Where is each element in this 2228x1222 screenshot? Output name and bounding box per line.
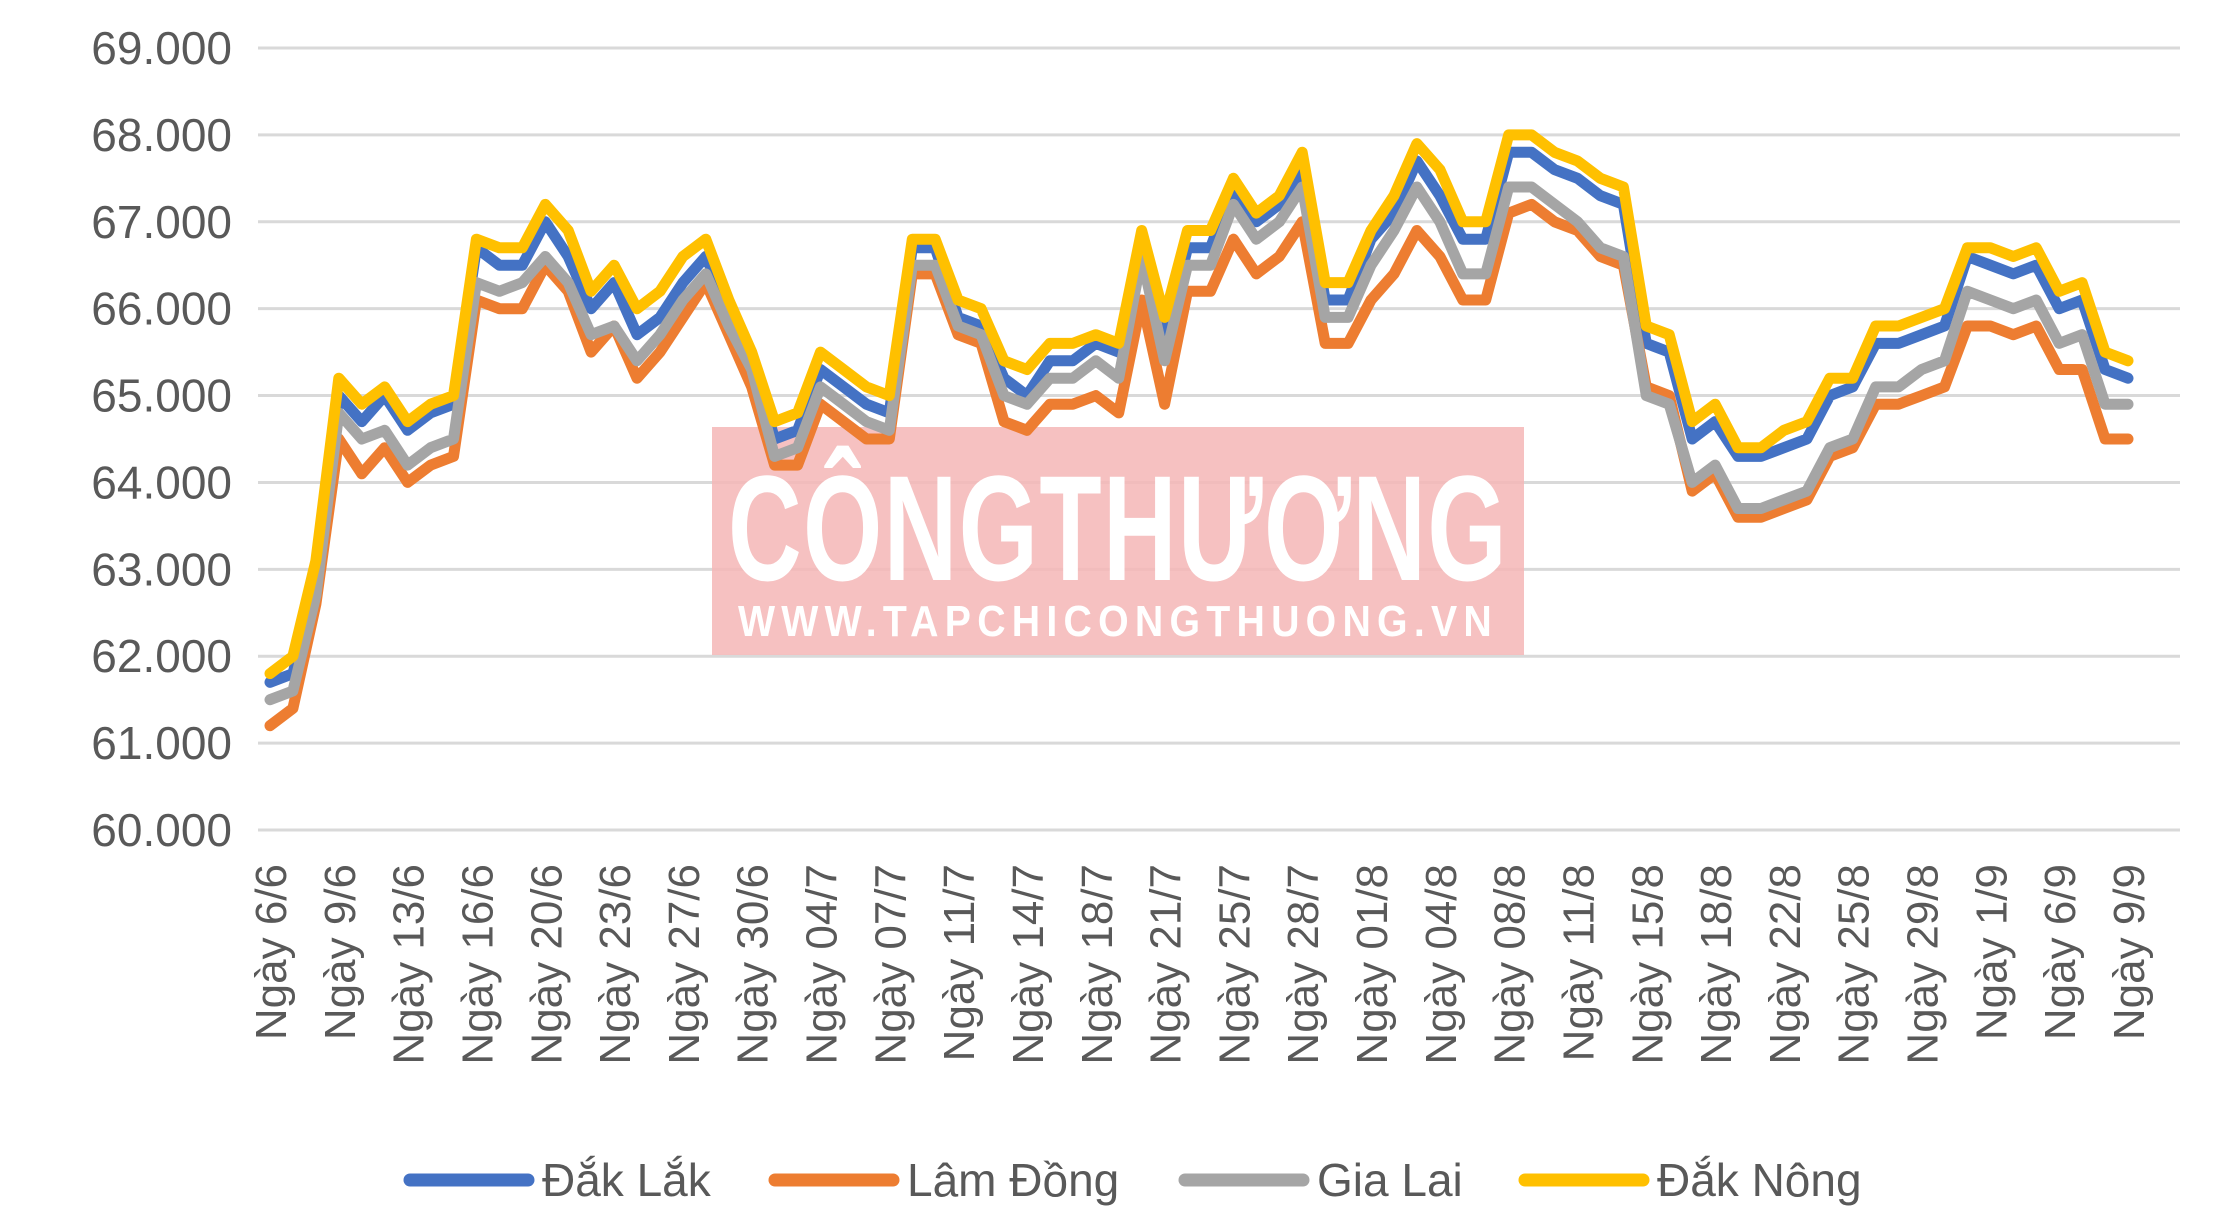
series-line <box>264 129 2134 680</box>
x-tick-label: Ngày 30/6 <box>729 864 778 1065</box>
x-tick-label: Ngày 27/6 <box>660 864 709 1065</box>
x-tick-label: Ngày 01/8 <box>1348 864 1397 1065</box>
x-tick-label: Ngày 1/9 <box>1967 864 2016 1040</box>
y-tick-label: 68.000 <box>91 109 232 161</box>
x-tick-label: Ngày 07/7 <box>866 864 915 1065</box>
x-tick-label: Ngày 04/7 <box>798 864 847 1065</box>
x-tick-label: Ngày 04/8 <box>1417 864 1466 1065</box>
watermark-url: WWW.TAPCHICONGTHUONG.VN <box>738 597 1498 646</box>
y-tick-label: 62.000 <box>91 630 232 682</box>
x-tick-label: Ngày 25/7 <box>1210 864 1259 1065</box>
x-tick-label: Ngày 9/9 <box>2105 864 2154 1040</box>
x-tick-label: Ngày 6/6 <box>247 864 296 1040</box>
y-tick-label: 67.000 <box>91 196 232 248</box>
x-tick-label: Ngày 13/6 <box>385 864 434 1065</box>
x-tick-label: Ngày 29/8 <box>1899 864 1948 1065</box>
y-tick-label: 65.000 <box>91 370 232 422</box>
series-lines <box>264 129 2134 732</box>
series-line <box>264 146 2134 688</box>
series-line <box>264 181 2134 706</box>
y-tick-label: 64.000 <box>91 456 232 508</box>
watermark-logo: CÔNGTHƯƠNG WWW.TAPCHICONGTHUONG.VN <box>712 427 1524 655</box>
x-tick-label: Ngày 18/7 <box>1073 864 1122 1065</box>
watermark-title: CÔNGTHƯƠNG <box>728 444 1508 612</box>
x-tick-label: Ngày 25/8 <box>1830 864 1879 1065</box>
x-tick-label: Ngày 9/6 <box>316 864 365 1040</box>
y-tick-label: 60.000 <box>91 804 232 856</box>
x-axis-tick-labels: Ngày 6/6 Ngày 9/6 Ngày 13/6 Ngày 16/6 Ngày 2… <box>247 864 2154 1065</box>
watermark-background <box>712 427 1524 655</box>
legend-label: Đắk Lắk <box>542 1154 712 1206</box>
y-axis-tick-labels: 60.000 61.000 62.000 63.000 64.000 65.000 66.0… <box>91 22 232 856</box>
y-tick-label: 66.000 <box>91 283 232 335</box>
y-tick-label: 69.000 <box>91 22 232 74</box>
x-tick-label: Ngày 08/8 <box>1486 864 1535 1065</box>
x-tick-label: Ngày 23/6 <box>591 864 640 1065</box>
x-tick-label: Ngày 28/7 <box>1279 864 1328 1065</box>
legend-label: Đắk Nông <box>1657 1154 1862 1206</box>
y-tick-label: 63.000 <box>91 543 232 595</box>
x-tick-label: Ngày 11/8 <box>1554 864 1603 1061</box>
x-tick-label: Ngày 20/6 <box>522 864 571 1065</box>
x-tick-label: Ngày 11/7 <box>935 864 984 1061</box>
x-tick-label: Ngày 6/9 <box>2036 864 2085 1040</box>
x-tick-label: Ngày 21/7 <box>1142 864 1191 1065</box>
legend-label: Lâm Đồng <box>907 1154 1119 1206</box>
y-tick-label: 61.000 <box>91 717 232 769</box>
x-tick-label: Ngày 14/7 <box>1004 864 1053 1065</box>
legend-label: Gia Lai <box>1317 1154 1463 1206</box>
x-tick-label: Ngày 15/8 <box>1623 864 1672 1065</box>
legend: Đắk Lắk Lâm Đồng Gia Lai Đắk Nông <box>403 1154 1862 1206</box>
x-tick-label: Ngày 22/8 <box>1761 864 1810 1065</box>
x-tick-label: Ngày 16/6 <box>453 864 502 1065</box>
x-tick-label: Ngày 18/8 <box>1692 864 1741 1065</box>
